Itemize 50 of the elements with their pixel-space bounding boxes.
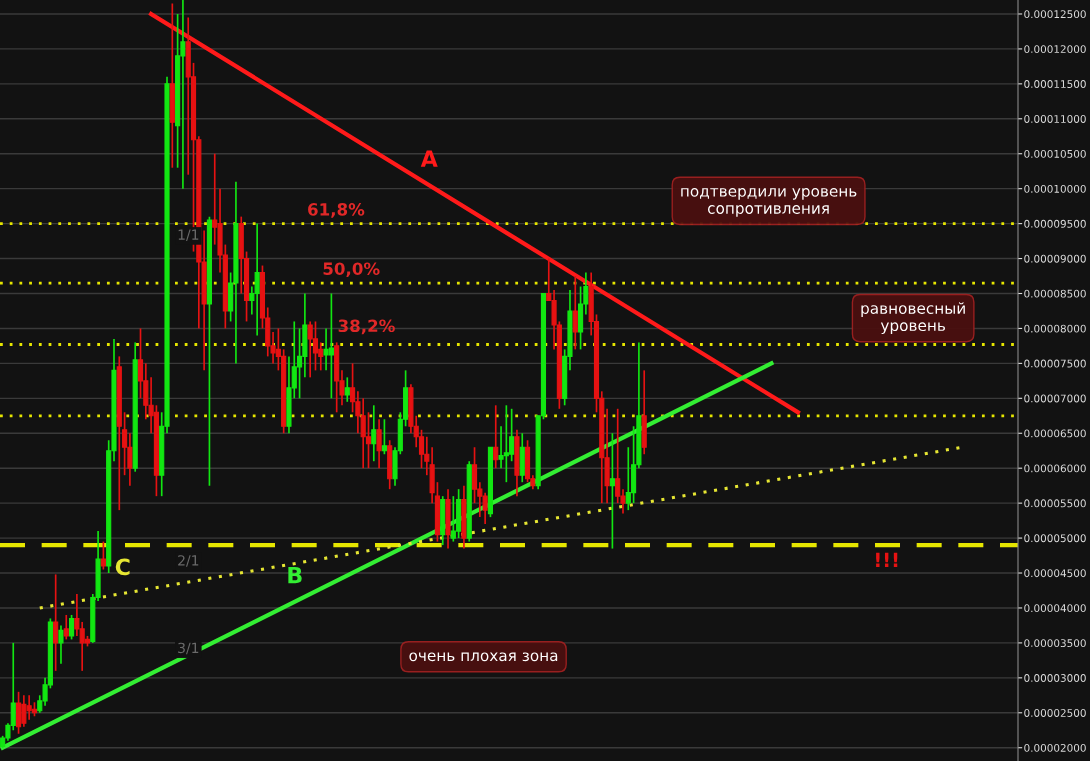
y-tick-label: 0.00008000: [1024, 324, 1086, 333]
y-tick-label: 0.00005500: [1024, 499, 1086, 508]
y-tick-label: 0.00007000: [1024, 394, 1086, 403]
annotation: подтвердили уровень сопротивления: [681, 188, 857, 217]
candlestick: [493, 404, 499, 470]
y-tick-label: 0.00007500: [1024, 359, 1086, 368]
y-tick-label: 0.00008500: [1024, 289, 1086, 298]
annotation: !!!: [876, 552, 898, 567]
annotation: 38,2%: [338, 319, 395, 335]
candlestick: [100, 540, 106, 571]
y-tick-label: 0.00006000: [1024, 464, 1086, 473]
series-label: C: [115, 558, 130, 576]
candlestick: [371, 404, 377, 463]
candlestick: [365, 411, 372, 470]
y-tick-label: 0.00009000: [1024, 254, 1086, 263]
y-tick-label: 0.00012500: [1024, 10, 1086, 19]
y-tick-label: 0.00012000: [1024, 45, 1086, 54]
candlestick: [58, 624, 64, 665]
y-tick-label: 0.00005000: [1024, 534, 1086, 543]
candlestick: [376, 418, 382, 470]
y-tick-label: 0.00004000: [1024, 604, 1086, 613]
y-tick-label: 0.00002000: [1024, 743, 1086, 752]
y-tick-label: 0.00010000: [1024, 184, 1086, 193]
y-tick-label: 0.00003500: [1024, 639, 1086, 648]
annotation: 3/1: [178, 642, 199, 655]
y-tick-label: 0.00006500: [1024, 429, 1086, 438]
annotation: равновесный уровень: [861, 302, 965, 335]
candlestick: [344, 376, 350, 403]
candlestick: [572, 275, 578, 351]
y-tick-label: 0.00004500: [1024, 569, 1086, 578]
candlestick: [312, 320, 319, 372]
candlestick: [609, 432, 615, 550]
series-label: A: [420, 150, 438, 167]
annotation: 50,0%: [323, 262, 380, 278]
y-tick-label: 0.00003000: [1024, 674, 1086, 682]
y-tick-label: 0.00009500: [1024, 219, 1086, 228]
annotation: 2/1: [178, 555, 199, 567]
candlestick: [418, 428, 425, 470]
series-label: B: [288, 566, 302, 584]
annotation: 1/1: [178, 229, 199, 242]
y-tick-label: 0.00002500: [1024, 709, 1086, 717]
annotation: 61,8%: [308, 203, 365, 218]
candlestick: [69, 614, 75, 641]
y-tick-label: 0.00011500: [1024, 80, 1086, 88]
y-tick-label: 0.00010500: [1024, 149, 1086, 158]
candlestick: [63, 614, 69, 641]
candlestick: [53, 573, 59, 672]
annotation: очень плохая зона: [409, 652, 558, 662]
y-tick-label: 0.00011000: [1024, 115, 1086, 123]
candlestick: [381, 418, 387, 456]
